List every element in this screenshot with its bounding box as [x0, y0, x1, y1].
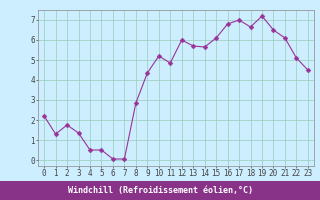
- Text: Windchill (Refroidissement éolien,°C): Windchill (Refroidissement éolien,°C): [68, 186, 252, 195]
